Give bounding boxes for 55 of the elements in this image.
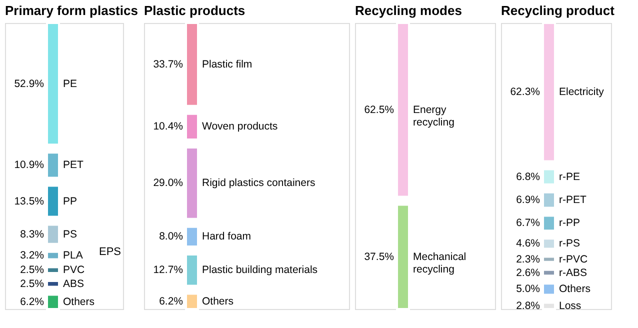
category-label: Others (202, 295, 234, 308)
category-label: PP (63, 195, 78, 208)
data-label: 29.0% (153, 177, 183, 190)
category-label: Plastic film (202, 58, 252, 70)
category-label: Others (559, 283, 591, 296)
data-label: 10.4% (153, 120, 183, 133)
category-label: PVC (63, 264, 86, 276)
data-label: 6.9% (516, 194, 540, 206)
category-label: r-ABS (559, 266, 588, 279)
category-label: Energy recycling (413, 104, 455, 128)
category-label: PLA (63, 250, 83, 262)
data-label: 52.9% (14, 78, 44, 90)
category-label: Loss (559, 300, 582, 312)
data-label: 2.8% (516, 300, 540, 312)
text: EPS (98, 246, 121, 258)
category-label: Mechanical recycling (413, 250, 466, 276)
data-label: 6.2% (159, 295, 183, 308)
data-label: 2.5% (20, 264, 44, 276)
category-label: Woven products (202, 120, 278, 133)
text: Recycling modes (355, 3, 462, 18)
category-label: r-PE (559, 170, 580, 183)
data-label: 8.3% (20, 228, 44, 240)
text: Primary form plastics (5, 3, 138, 18)
data-label: 2.3% (516, 253, 540, 266)
data-label: 10.9% (14, 159, 44, 172)
data-label: 2.5% (20, 278, 44, 290)
category-label: Hard foam (202, 230, 252, 243)
data-label: 6.8% (516, 170, 540, 183)
data-label: 2.6% (516, 266, 540, 279)
data-label: 33.7% (153, 58, 183, 70)
data-label: 6.7% (516, 217, 540, 230)
category-label: Others (63, 296, 95, 308)
data-label: 62.3% (510, 86, 540, 98)
category-label: PE (63, 78, 78, 90)
category-label: Rigid plastics containers (202, 177, 316, 190)
data-label: 37.5% (364, 250, 394, 263)
text: Recycling product (501, 3, 616, 18)
data-label: 4.6% (516, 238, 540, 250)
category-label: r-PP (559, 217, 580, 230)
category-label: Electricity (559, 86, 605, 98)
data-label: 5.0% (516, 283, 540, 296)
data-label: 13.5% (14, 195, 44, 208)
category-label: PET (63, 159, 84, 172)
category-label: r-PVC (559, 253, 588, 266)
category-label: Plastic building materials (202, 264, 318, 276)
category-label: PS (63, 228, 78, 240)
category-label: r-PS (559, 238, 580, 250)
data-label: 12.7% (153, 264, 183, 276)
data-label: 6.2% (20, 296, 44, 308)
category-label: ABS (63, 278, 84, 290)
text: Plastic products (144, 3, 246, 18)
data-label: 3.2% (20, 250, 44, 262)
data-label: 62.5% (364, 104, 394, 116)
category-label: r-PET (559, 194, 587, 206)
data-label: 8.0% (159, 230, 183, 243)
